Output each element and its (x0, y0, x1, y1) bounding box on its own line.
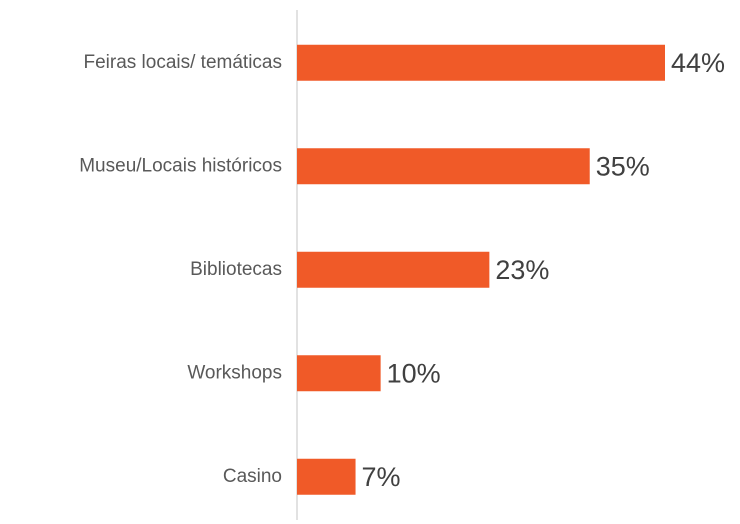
data-label: 10% (387, 358, 441, 388)
category-label: Feiras locais/ temáticas (83, 52, 282, 73)
data-label: 44% (671, 48, 725, 78)
category-label: Museu/Locais históricos (79, 155, 282, 176)
bar (297, 148, 590, 185)
bar (297, 251, 490, 288)
category-label: Workshops (187, 362, 282, 383)
data-label: 35% (596, 151, 650, 181)
data-label: 7% (362, 462, 401, 492)
bar (297, 355, 381, 392)
bar (297, 44, 665, 81)
category-label: Bibliotecas (190, 259, 282, 280)
data-label: 23% (495, 255, 549, 285)
category-label: Casino (223, 466, 282, 487)
bar (297, 458, 356, 495)
